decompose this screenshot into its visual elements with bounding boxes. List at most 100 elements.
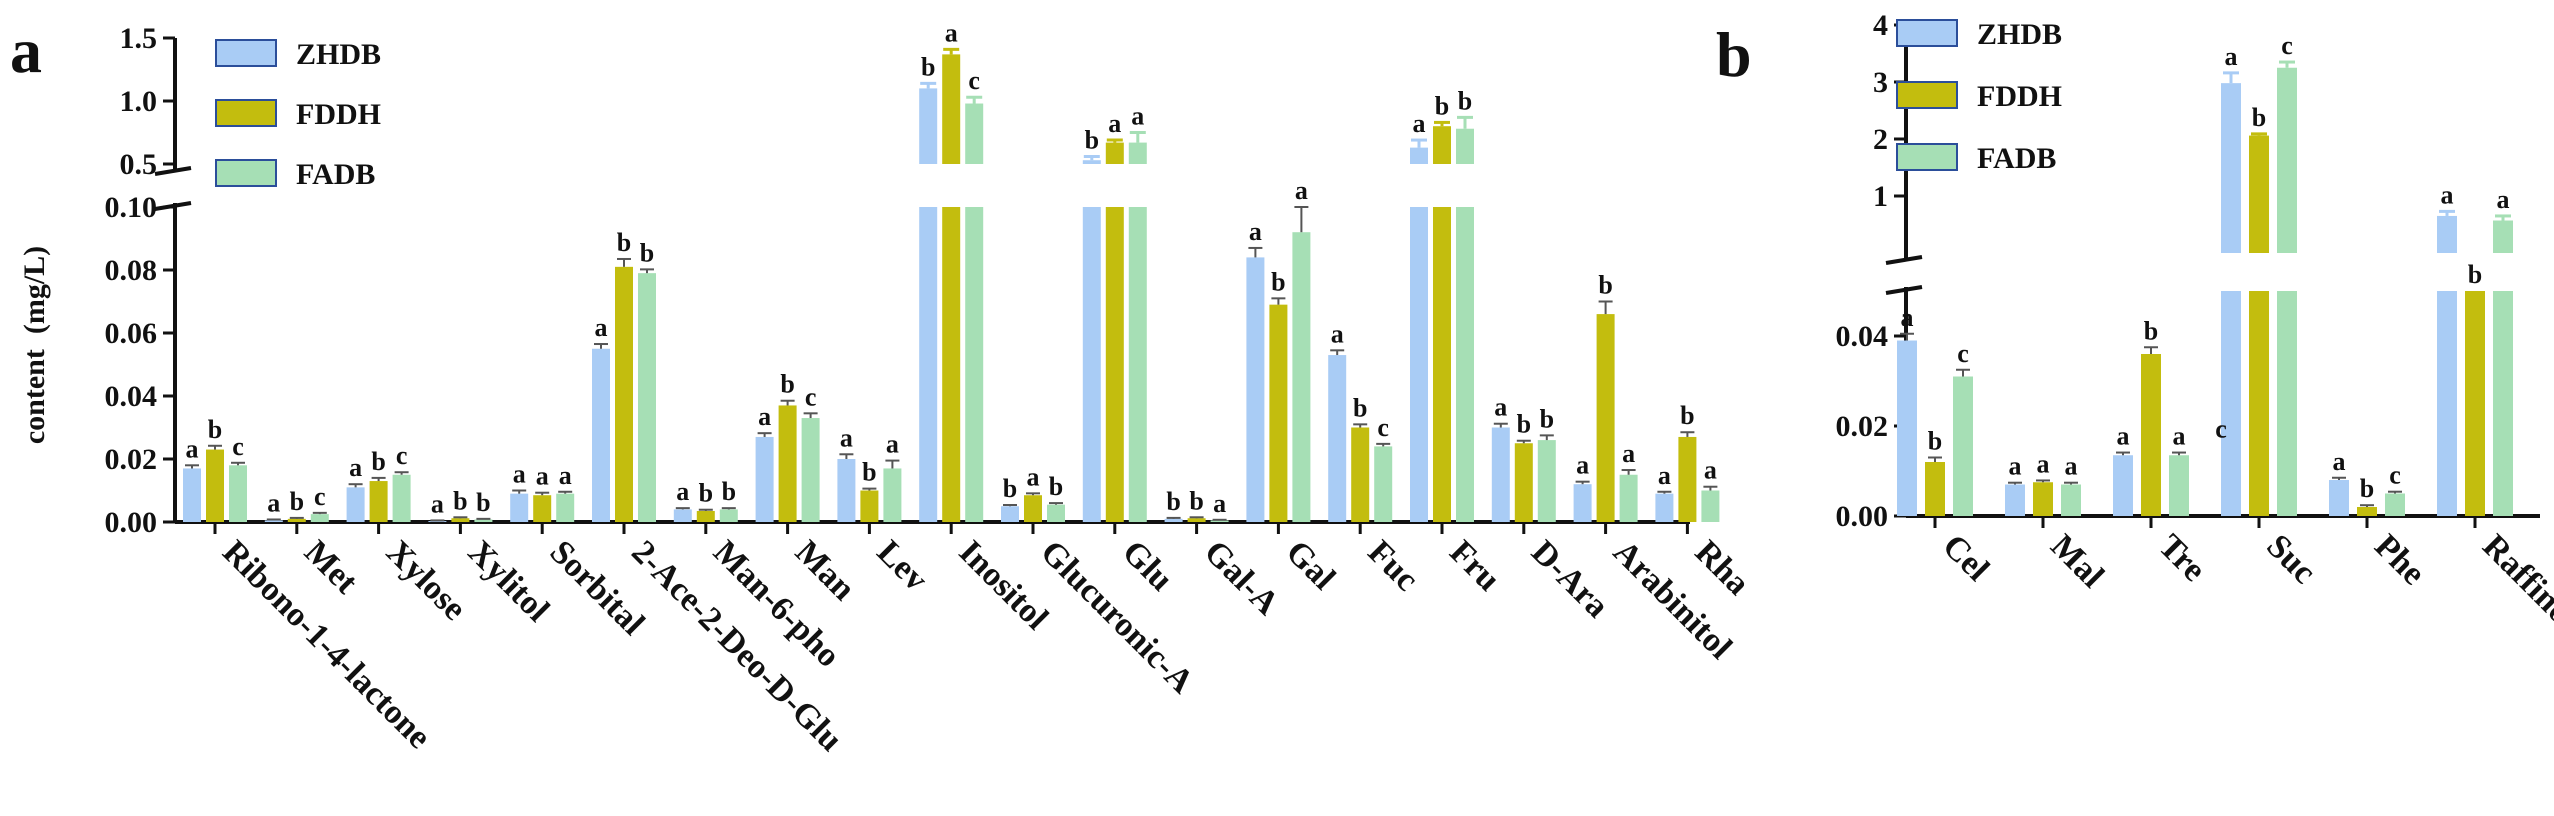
x-category-label: Gal-A: [1197, 533, 1286, 622]
significance-letter: a: [536, 462, 549, 491]
significance-letter: a: [1901, 303, 1914, 332]
significance-letter: a: [2117, 422, 2130, 451]
significance-letter: a: [1108, 109, 1121, 138]
bar-segment-upper: [1456, 128, 1474, 164]
bar: [287, 518, 306, 522]
bar-segment-lower: [1456, 207, 1474, 522]
bar: [2329, 480, 2349, 516]
bar-segment-lower: [942, 207, 961, 522]
bar: [2465, 291, 2485, 516]
y-tick-label: 0.10: [105, 191, 158, 224]
significance-letter: a: [1622, 439, 1635, 468]
significance-letter: a: [840, 423, 853, 452]
bar: [229, 465, 247, 522]
significance-letter: c: [1957, 339, 1969, 368]
bar-segment-lower: [2221, 291, 2241, 516]
significance-letter: b: [640, 238, 654, 267]
x-category-label: Fru: [1442, 533, 1507, 598]
bar-segment-lower: [1433, 207, 1451, 522]
significance-letter: a: [2009, 452, 2022, 481]
significance-letter: a: [1295, 176, 1308, 205]
bar: [533, 495, 552, 522]
bar: [510, 493, 529, 522]
bar: [1596, 314, 1615, 522]
bar: [860, 490, 879, 522]
significance-letter: a: [2441, 180, 2454, 209]
significance-letter: b: [1540, 404, 1554, 433]
bar-segment-lower: [1082, 207, 1101, 522]
significance-letter: c: [1377, 413, 1389, 442]
significance-letter: c: [2281, 31, 2293, 60]
bar-segment-upper: [2493, 220, 2513, 253]
panel-a-letter: a: [10, 15, 42, 86]
axis-break-mark: [1885, 285, 1923, 295]
legend-swatch: [1896, 143, 1958, 171]
bar: [1210, 520, 1229, 522]
legend-label: ZHDB: [296, 38, 381, 71]
significance-letter: b: [1928, 427, 1942, 456]
significance-letter: a: [1131, 102, 1144, 131]
x-category-label: Gal: [1279, 533, 1343, 597]
significance-letter: a: [1027, 462, 1040, 491]
bar-segment-lower: [919, 207, 938, 522]
significance-letter: c: [396, 441, 408, 470]
bar: [837, 459, 856, 522]
significance-letter: a: [431, 489, 444, 518]
significance-letter: c: [805, 382, 817, 411]
bar: [1514, 443, 1533, 522]
significance-letter: b: [2360, 474, 2374, 503]
bar-segment-lower: [2493, 291, 2513, 516]
bar-segment-upper: [2277, 67, 2297, 253]
bar: [1678, 436, 1697, 522]
y-tick-label: 0.02: [1836, 410, 1889, 443]
significance-letter: a: [1658, 461, 1671, 490]
bar: [2005, 484, 2025, 516]
bar: [592, 348, 610, 522]
bar-segment-upper: [1410, 147, 1428, 164]
significance-letter: b: [1189, 486, 1203, 515]
legend-label: FADB: [296, 158, 375, 191]
bar-segment-upper: [2221, 83, 2241, 253]
significance-letter: b: [2144, 316, 2158, 345]
bar: [1491, 427, 1510, 522]
panel-b-letter: b: [1716, 19, 1752, 90]
significance-letter: c: [314, 482, 326, 511]
x-category-label: Mal: [2043, 527, 2111, 595]
y-tick-label: 0.08: [105, 254, 158, 287]
bar: [183, 468, 201, 522]
y-tick-label: 1.0: [120, 85, 158, 118]
panel-a-y-axis-label: content (mg/L): [18, 246, 51, 444]
x-category-label: Lev: [870, 533, 935, 598]
y-tick-label: 1.5: [120, 22, 158, 55]
bar-segment-lower: [2277, 291, 2297, 516]
bar: [801, 418, 820, 522]
significance-letter: b: [453, 486, 467, 515]
significance-letter: b: [1049, 472, 1063, 501]
x-category-label: Rha: [1688, 533, 1757, 602]
panel-a-chart: a content (mg/L) 0.00 0.02 0.04 0.06 0.08 0.1…: [10, 15, 1757, 759]
significance-letter: b: [1458, 86, 1472, 115]
bar: [2141, 354, 2161, 516]
bar: [615, 266, 633, 522]
significance-letter: c: [232, 432, 244, 461]
bar-segment-lower: [1105, 207, 1124, 522]
significance-letter: a: [676, 477, 689, 506]
bar: [1537, 440, 1556, 522]
significance-letter: b: [2468, 260, 2482, 289]
bar: [556, 493, 575, 522]
significance-letter: a: [945, 18, 958, 47]
x-category-label: Glu: [1115, 533, 1180, 598]
significance-letter: b: [290, 487, 304, 516]
significance-letter: a: [2225, 42, 2238, 71]
x-category-label: Tre: [2151, 527, 2212, 588]
significance-letter: b: [617, 228, 631, 257]
significance-letter: b: [1003, 474, 1017, 503]
bar-segment-upper: [1105, 142, 1124, 164]
bar: [1953, 376, 1973, 516]
legend-swatch: [1896, 81, 1958, 109]
significance-letter: b: [1271, 267, 1285, 296]
bar-segment-lower: [1128, 207, 1147, 522]
bar: [1573, 484, 1592, 522]
bar-segment-upper: [1128, 142, 1147, 164]
